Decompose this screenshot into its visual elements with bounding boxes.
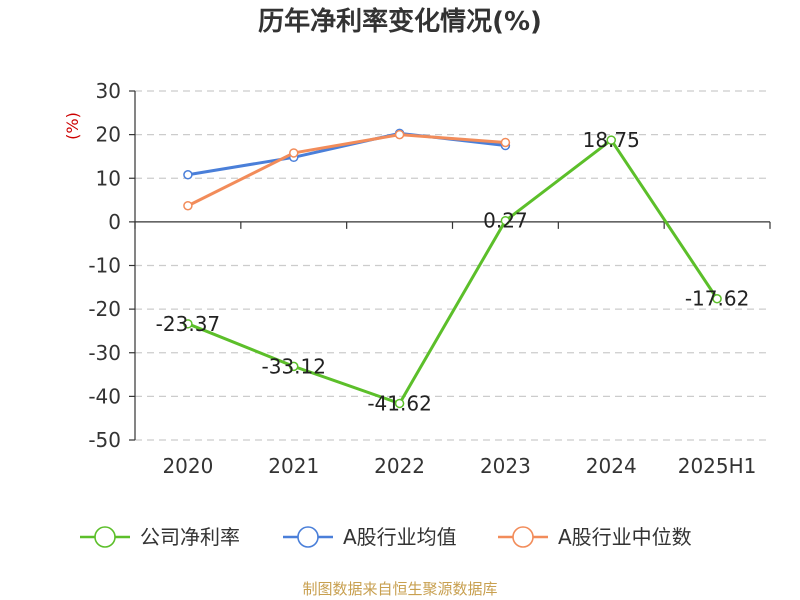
x-tick-label: 2025H1 bbox=[678, 454, 757, 478]
y-tick-label: 0 bbox=[108, 210, 121, 234]
data-point[interactable] bbox=[289, 361, 299, 372]
data-point[interactable] bbox=[183, 170, 193, 180]
y-tick-label: -40 bbox=[88, 384, 121, 408]
data-point[interactable] bbox=[500, 137, 511, 148]
legend-label: 公司净利率 bbox=[140, 525, 240, 549]
x-tick-label: 2020 bbox=[162, 454, 213, 478]
data-label: -23.37 bbox=[156, 312, 220, 336]
series-line bbox=[187, 133, 506, 208]
y-tick-label: -50 bbox=[88, 428, 121, 452]
data-point[interactable] bbox=[394, 129, 405, 140]
legend-item[interactable]: A股行业均值 bbox=[283, 525, 457, 549]
data-point[interactable] bbox=[712, 293, 722, 304]
legend-label: A股行业均值 bbox=[343, 525, 457, 549]
data-label: -17.62 bbox=[685, 287, 749, 311]
chart-title: 历年净利率变化情况(%) bbox=[258, 6, 542, 37]
data-point[interactable] bbox=[183, 200, 193, 211]
data-label: -33.12 bbox=[262, 354, 326, 378]
y-axis-label: (%) bbox=[63, 112, 82, 140]
source-note: 制图数据来自恒生聚源数据库 bbox=[302, 580, 497, 598]
data-point[interactable] bbox=[606, 135, 616, 145]
data-label: -41.62 bbox=[367, 391, 431, 415]
x-tick-label: 2022 bbox=[374, 454, 425, 478]
data-point[interactable] bbox=[394, 398, 405, 409]
legend-swatch-marker bbox=[297, 526, 319, 548]
legend-label: A股行业中位数 bbox=[558, 525, 692, 549]
legend-item[interactable]: A股行业中位数 bbox=[498, 525, 692, 549]
data-point[interactable] bbox=[500, 215, 511, 226]
y-tick-label: -20 bbox=[88, 297, 121, 321]
legend-swatch-marker bbox=[512, 526, 534, 548]
series-line bbox=[187, 138, 719, 405]
y-tick-label: 20 bbox=[96, 123, 121, 147]
data-point[interactable] bbox=[289, 148, 299, 158]
y-tick-label: -30 bbox=[88, 341, 121, 365]
data-point[interactable] bbox=[183, 319, 193, 329]
x-tick-label: 2023 bbox=[480, 454, 531, 478]
legend-item[interactable]: 公司净利率 bbox=[80, 525, 240, 549]
y-tick-label: -10 bbox=[88, 254, 121, 278]
x-tick-label: 2021 bbox=[268, 454, 319, 478]
data-label: 18.75 bbox=[583, 128, 640, 152]
data-label: 0.27 bbox=[483, 209, 528, 233]
y-tick-label: 30 bbox=[96, 79, 121, 103]
x-tick-label: 2024 bbox=[586, 454, 637, 478]
y-tick-label: 10 bbox=[96, 166, 121, 190]
legend-swatch-marker bbox=[94, 526, 116, 548]
